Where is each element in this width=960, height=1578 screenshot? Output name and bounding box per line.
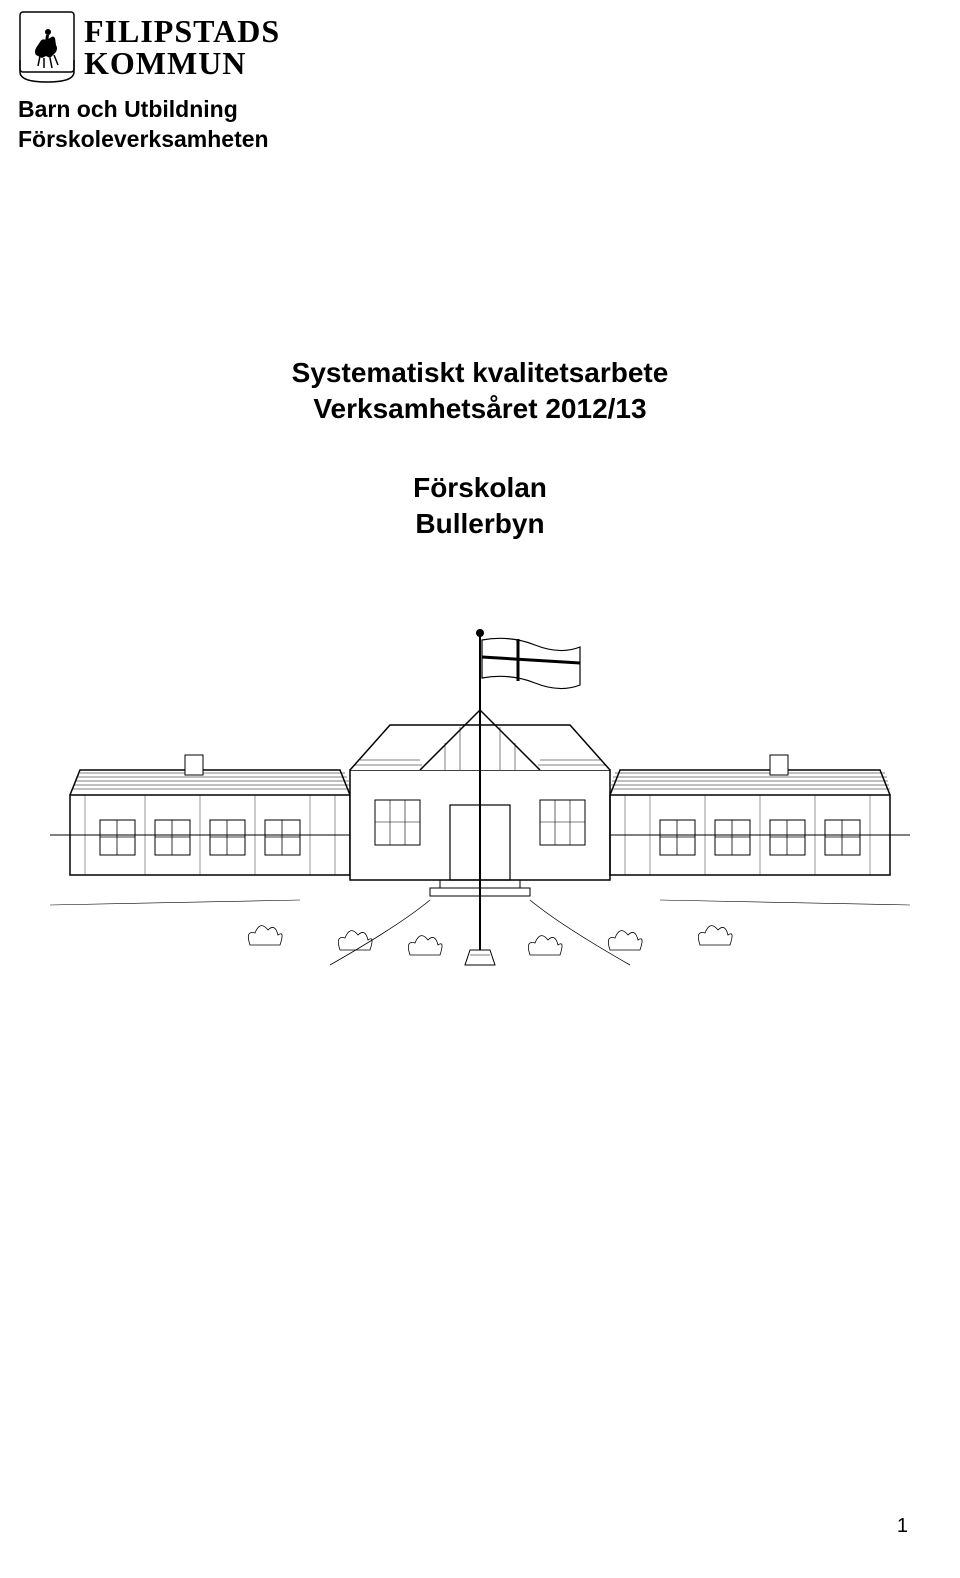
logo-text-line2: KOMMUN xyxy=(84,47,280,79)
document-title: Systematiskt kvalitetsarbete Verksamhets… xyxy=(0,355,960,428)
department-line1: Barn och Utbildning xyxy=(18,95,269,125)
department-info: Barn och Utbildning Förskoleverksamheten xyxy=(18,95,269,155)
logo-text: FILIPSTADS KOMMUN xyxy=(84,15,280,79)
department-line2: Förskoleverksamheten xyxy=(18,125,269,155)
municipality-logo: FILIPSTADS KOMMUN xyxy=(18,10,280,84)
title-line2: Verksamhetsåret 2012/13 xyxy=(0,391,960,427)
shield-crest-icon xyxy=(18,10,76,84)
subtitle-line2: Bullerbyn xyxy=(0,506,960,542)
document-subtitle: Förskolan Bullerbyn xyxy=(0,470,960,543)
page-number: 1 xyxy=(897,1515,908,1538)
title-line1: Systematiskt kvalitetsarbete xyxy=(0,355,960,391)
building-illustration xyxy=(50,625,910,1025)
logo-text-line1: FILIPSTADS xyxy=(84,15,280,47)
subtitle-line1: Förskolan xyxy=(0,470,960,506)
